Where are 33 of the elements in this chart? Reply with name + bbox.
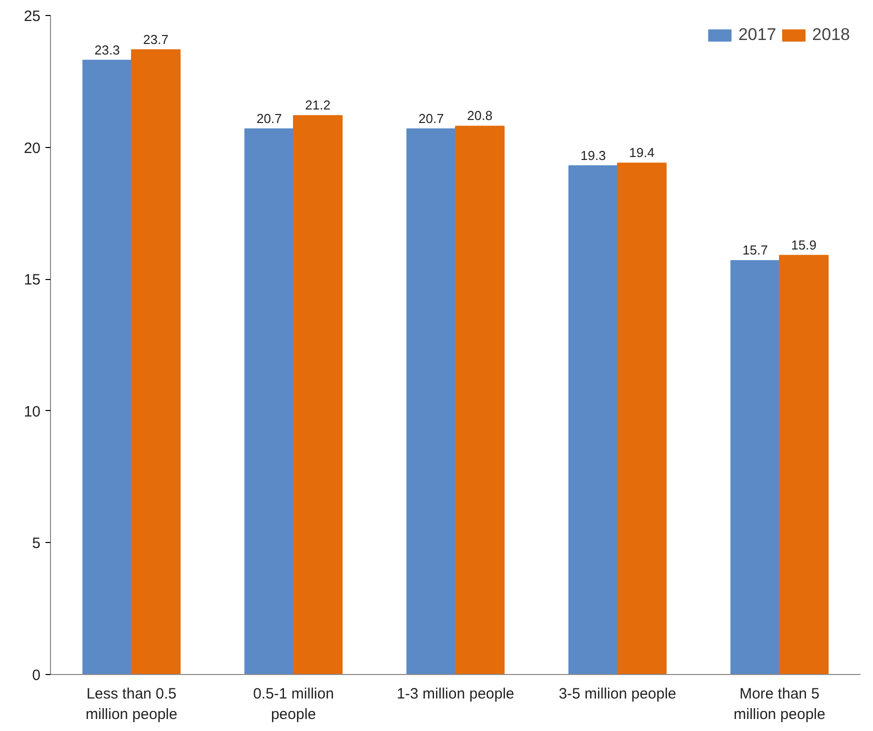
y-tick-label: 10 [24, 403, 41, 420]
legend-label: 2017 [738, 25, 776, 45]
bar [406, 128, 456, 674]
bar [617, 162, 667, 674]
legend-label: 2018 [812, 25, 850, 45]
x-tick-label: Less than 0.5 million people [86, 686, 178, 723]
y-tick-label: 20 [24, 140, 41, 157]
y-tick-label: 5 [32, 535, 40, 552]
data-label: 19.4 [629, 145, 654, 160]
bar [131, 49, 181, 674]
x-tick-label: 3-5 million people [558, 686, 676, 702]
bar [455, 126, 505, 674]
bar [293, 115, 343, 674]
y-tick-label: 25 [24, 8, 41, 25]
data-label: 15.9 [791, 237, 816, 252]
y-tick-label: 15 [24, 272, 41, 289]
data-label: 20.7 [418, 110, 444, 126]
x-tick-label: 1-3 million people [396, 686, 514, 702]
bar [82, 60, 132, 674]
y-tick-label: 0 [32, 667, 40, 684]
x-tick-label: 0.5-1 million people [253, 686, 334, 723]
bar [244, 128, 294, 674]
data-label: 21.2 [305, 98, 330, 113]
bar [779, 254, 829, 674]
data-label: 20.8 [467, 108, 492, 124]
data-label: 15.7 [742, 242, 768, 258]
data-label: 23.3 [94, 42, 120, 58]
bar [568, 165, 618, 674]
x-tick-label: More than 5 million people [734, 686, 826, 723]
data-label: 23.7 [143, 32, 168, 47]
data-label: 20.7 [256, 110, 282, 126]
data-label: 19.3 [580, 148, 606, 163]
bar [730, 260, 780, 674]
